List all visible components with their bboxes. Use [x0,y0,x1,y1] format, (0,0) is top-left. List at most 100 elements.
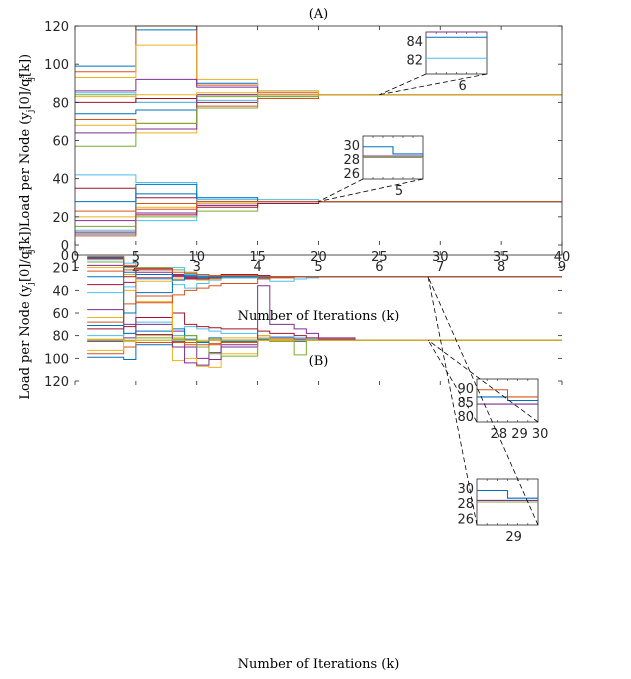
y-axis-label-part: [0]/q [18,78,33,109]
series-group [75,25,562,237]
inset-connector-line [379,73,427,96]
x-tick-label: 30 [432,250,449,265]
x-axis-label: Number of Iterations (k) [238,309,400,324]
y-axis-label: Load per Node (yj[0]/qsj[k]) [17,226,36,399]
series-line-2 [75,25,562,96]
x-tick-label: 40 [554,250,571,265]
inset-y-tick-label: 26 [343,167,360,182]
series-line-10 [75,94,562,134]
inset-x-label: 6 [458,79,466,94]
y-axis-label-part: [k]) [18,226,33,249]
x-tick-label: 3 [193,260,201,275]
y-axis-label: Load per Node (yj[0]/qsj[k]) [17,54,36,227]
inset-y-tick-label: 28 [457,497,474,512]
x-tick-label: 15 [249,250,266,265]
x-tick-label: 25 [371,250,388,265]
series-line-1 [75,29,562,96]
inset-series-line [477,489,538,499]
inset-y-tick-label: 28 [343,153,360,168]
x-tick-label: 5 [132,250,140,265]
chart-title: (B) [309,354,329,369]
y-tick-label: 80 [52,330,69,345]
series-line-24 [87,338,562,342]
inset-x-label: 5 [395,184,403,199]
x-tick-label: 20 [310,250,327,265]
y-tick-label: 40 [52,173,69,188]
inset-connector-line [318,178,424,202]
y-tick-label: 40 [52,284,69,299]
y-tick-label: 120 [44,375,69,390]
x-axis: 0 5 10 15 20 25 30 35 40 [71,241,570,385]
chart-panel-b: (B)0 5 10 15 20 25 30 35 40020406080100120Number… [17,226,570,672]
x-tick-label: 5 [314,260,322,275]
y-axis-label-part: j [26,249,36,253]
y-tick-label: 80 [52,96,69,111]
inset-box [425,31,488,75]
y-axis-label-part: [0]/q [18,251,33,282]
y-axis-label-part: Load per Node [18,125,33,227]
inset-y-tick-label: 85 [457,396,474,411]
inset-connector-line [427,339,539,423]
series-line-24 [75,92,562,98]
x-tick-label: 35 [493,250,510,265]
inset-series-line [477,396,538,402]
series-line-19 [75,201,562,227]
inset-y-tick-label: 84 [406,35,423,50]
x-tick-label: 8 [497,260,505,275]
y-tick-label: 120 [44,20,69,35]
series-line-11 [87,285,562,366]
series-line-2 [87,339,562,355]
series-line-18 [75,201,562,222]
series-line-23 [75,201,562,237]
y-tick-label: 0 [61,239,69,254]
y-axis-label-part: Load per Node [18,297,33,399]
y-tick-label: 20 [52,262,69,277]
inset-y-tick-label: 26 [457,512,474,527]
y-axis-label-part: s [17,73,27,78]
x-tick-label: 7 [436,260,444,275]
inset-connector-line [427,276,539,526]
y-tick-label: 100 [44,352,69,367]
inset-x-label: 29 [505,530,522,545]
inset-y-tick-label: 30 [343,139,360,154]
y-axis-label-part: s [17,246,27,251]
inset-y-tick-label: 82 [406,54,423,69]
inset-y-tick-label: 90 [457,382,474,397]
series-line-6 [87,312,562,341]
series-line-3 [75,44,562,96]
zoom-inset-1: 84 82 6 [379,31,488,96]
y-tick-label: 0 [61,249,69,264]
y-axis-label-part: [k]) [18,54,33,77]
inset-y-tick-label: 80 [457,410,474,425]
series-line-15 [87,276,562,314]
y-axis-label-part: (y [18,112,33,125]
x-tick-label: 6 [375,260,383,275]
x-axis-label: Number of Iterations (k) [238,657,400,672]
series-line-13 [87,276,562,294]
x-tick-label: 10 [188,250,205,265]
chart-title: (A) [309,7,329,22]
inset-y-tick-label: 30 [457,482,474,497]
y-tick-label: 100 [44,58,69,73]
series-line-11 [75,94,562,134]
y-tick-label: 60 [52,135,69,150]
series-group [87,255,562,368]
y-axis-label-part: j [26,282,36,286]
y-axis-label-part: j [26,77,36,81]
inset-series-line [477,389,538,398]
inset-series-line [363,146,423,155]
inset-x-label: 28 29 30 [491,427,549,442]
series-line-23 [87,255,562,278]
x-tick-label: 4 [253,260,261,275]
inset-connector-line [318,178,364,202]
y-axis-label-part: j [26,110,36,114]
x-tick-label: 0 [71,250,79,265]
inset-connector-line [379,73,488,96]
